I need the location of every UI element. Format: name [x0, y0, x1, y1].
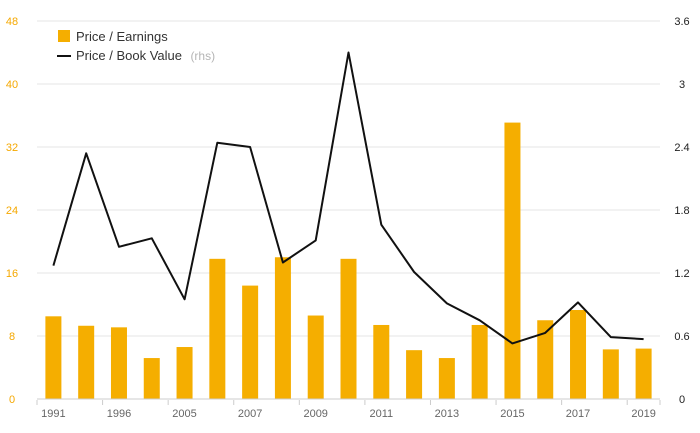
- legend: Price / Earnings Price / Book Value (rhs…: [57, 29, 215, 64]
- bar-price-earnings: [176, 347, 193, 399]
- x-tick-label: 2007: [238, 408, 262, 420]
- bar-price-earnings: [242, 285, 259, 399]
- legend-label-price-book-text: Price / Book Value: [76, 48, 182, 63]
- x-tick-label: 2013: [435, 408, 459, 420]
- bar-price-earnings: [635, 348, 652, 399]
- left-tick-label: 40: [6, 79, 18, 91]
- x-tick-label: 2005: [172, 408, 196, 420]
- right-tick-label: 3.6: [674, 16, 689, 28]
- right-tick-label: 1.2: [674, 268, 689, 280]
- right-tick-label: 0.6: [674, 331, 689, 343]
- left-tick-label: 8: [9, 331, 15, 343]
- left-tick-label: 16: [6, 268, 18, 280]
- right-tick-label: 0: [679, 394, 685, 406]
- bar-price-earnings: [45, 316, 62, 399]
- legend-swatch-price-earnings: [58, 30, 70, 42]
- legend-label-price-book-note: (rhs): [190, 49, 215, 63]
- bar-price-earnings: [373, 324, 390, 399]
- right-tick-label: 1.8: [674, 205, 689, 217]
- right-tick-label: 2.4: [674, 142, 689, 154]
- line-series: [52, 51, 644, 345]
- bar-series: [45, 122, 652, 400]
- left-tick-label: 48: [6, 16, 18, 28]
- gridlines: [37, 20, 660, 337]
- bar-price-earnings: [209, 258, 226, 399]
- bar-price-earnings: [504, 122, 521, 400]
- x-tick-label: 2011: [369, 408, 393, 420]
- bar-price-earnings: [307, 315, 324, 399]
- x-tick-label: 1996: [107, 408, 131, 420]
- axes: 0 0 8 0.6 16 1.2 24 1.8 32 2.4 40 3 48 3.6 1991 1996 200…: [6, 16, 690, 420]
- x-tick-label: 2019: [631, 408, 655, 420]
- right-tick-label: 3: [679, 79, 685, 91]
- bar-price-earnings: [274, 257, 291, 399]
- left-tick-label: 24: [6, 205, 18, 217]
- bar-price-earnings: [471, 324, 488, 399]
- bar-price-earnings: [340, 258, 357, 399]
- bar-price-earnings: [110, 327, 127, 399]
- x-tick-label: 2009: [303, 408, 327, 420]
- x-tick-label: 2017: [566, 408, 590, 420]
- x-tick-label: 2015: [500, 408, 524, 420]
- bar-price-earnings: [570, 310, 587, 399]
- bar-price-earnings: [438, 358, 455, 399]
- legend-label-price-earnings: Price / Earnings: [76, 29, 168, 44]
- bar-price-earnings: [602, 349, 619, 399]
- legend-label-price-book: Price / Book Value (rhs): [76, 47, 215, 64]
- x-tick-label: 1991: [41, 408, 65, 420]
- bar-price-earnings: [537, 320, 554, 399]
- bar-price-earnings: [406, 350, 423, 399]
- left-tick-label: 32: [6, 142, 18, 154]
- left-tick-label: 0: [9, 394, 15, 406]
- bar-price-earnings: [78, 325, 95, 399]
- bar-price-earnings: [143, 358, 160, 399]
